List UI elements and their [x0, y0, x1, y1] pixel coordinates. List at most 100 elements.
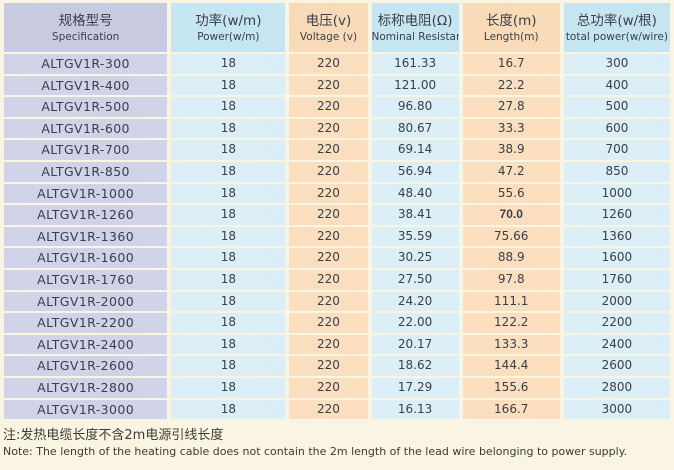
cell-length: 47.2: [462, 161, 560, 182]
cell-power: 18: [171, 313, 286, 333]
cell-length: 133.3: [462, 334, 560, 355]
cell-power: 18: [171, 118, 286, 139]
cell-spec: ALTGV1R-600: [4, 118, 168, 139]
cell-total-power: 600: [563, 118, 670, 139]
cell-resistance: 18.62: [371, 356, 459, 376]
footnote: 注:发热电缆长度不含2m电源引线长度 Note: The length of t…: [3, 428, 674, 459]
cell-voltage: 220: [289, 269, 368, 290]
cell-power: 18: [171, 226, 286, 247]
col-header-length-zh: 长度(m): [485, 13, 537, 29]
table-row: ALTGV1R-850 18 220 56.94 47.2 850: [4, 161, 670, 182]
cell-total-power: 2800: [563, 377, 670, 398]
cell-voltage: 220: [289, 118, 368, 139]
cell-total-power: 2400: [563, 334, 670, 355]
cell-resistance: 17.29: [371, 377, 459, 398]
col-header-power: 功率(w/m) Power(w/m): [171, 3, 286, 52]
col-header-total-power-en: total power(w/wire): [565, 31, 668, 43]
cell-spec: ALTGV1R-1760: [4, 269, 168, 290]
cell-length: 16.7: [462, 54, 560, 74]
col-header-voltage-en: Voltage (v): [299, 31, 358, 43]
cell-voltage: 220: [289, 334, 368, 355]
cell-voltage: 220: [289, 54, 368, 74]
col-header-resistance: 标称电阻(Ω) Nominal Resistance(Ω): [371, 3, 459, 52]
cell-resistance: 22.00: [371, 313, 459, 333]
cell-spec: ALTGV1R-2800: [4, 377, 168, 398]
cell-resistance: 20.17: [371, 334, 459, 355]
cell-spec: ALTGV1R-3000: [4, 399, 168, 420]
cell-total-power: 850: [563, 161, 670, 182]
cell-power: 18: [171, 205, 286, 225]
col-header-power-en: Power(w/m): [197, 31, 260, 43]
cell-voltage: 220: [289, 140, 368, 160]
table-row: ALTGV1R-700 18 220 69.14 38.9 700: [4, 140, 670, 160]
cell-power: 18: [171, 140, 286, 160]
cell-total-power: 1760: [563, 269, 670, 290]
table-row: ALTGV1R-2600 18 220 18.62 144.4 2600: [4, 356, 670, 376]
table-row: ALTGV1R-600 18 220 80.67 33.3 600: [4, 118, 670, 139]
col-header-length-en: Length(m): [483, 31, 539, 43]
cell-total-power: 700: [563, 140, 670, 160]
cell-length: 75.66: [462, 226, 560, 247]
cell-resistance: 56.94: [371, 161, 459, 182]
cell-voltage: 220: [289, 97, 368, 117]
cell-power: 18: [171, 248, 286, 268]
cell-length: 166.7: [462, 399, 560, 420]
cell-total-power: 2600: [563, 356, 670, 376]
table-row: ALTGV1R-400 18 220 121.00 22.2 400: [4, 75, 670, 96]
cell-power: 18: [171, 291, 286, 312]
cell-resistance: 38.41: [371, 205, 459, 225]
table-row: ALTGV1R-1760 18 220 27.50 97.8 1760: [4, 269, 670, 290]
cell-spec: ALTGV1R-1360: [4, 226, 168, 247]
cell-spec: ALTGV1R-2200: [4, 313, 168, 333]
cell-length: 155.6: [462, 377, 560, 398]
spec-table-header: 规格型号 Specification 功率(w/m) Power(w/m) 电压…: [4, 3, 670, 52]
col-header-resistance-en: Nominal Resistance(Ω): [371, 31, 459, 43]
cell-resistance: 161.33: [371, 54, 459, 74]
cell-total-power: 2200: [563, 313, 670, 333]
cell-power: 18: [171, 54, 286, 74]
cell-length: 27.8: [462, 97, 560, 117]
cell-spec: ALTGV1R-700: [4, 140, 168, 160]
cell-length: 22.2: [462, 75, 560, 96]
cell-resistance: 30.25: [371, 248, 459, 268]
table-row: ALTGV1R-2000 18 220 24.20 111.1 2000: [4, 291, 670, 312]
cell-length: 38.9: [462, 140, 560, 160]
cell-power: 18: [171, 183, 286, 204]
cell-resistance: 121.00: [371, 75, 459, 96]
cell-length: 97.8: [462, 269, 560, 290]
table-row: ALTGV1R-1600 18 220 30.25 88.9 1600: [4, 248, 670, 268]
cell-resistance: 96.80: [371, 97, 459, 117]
col-header-total-power-zh: 总功率(w/根): [576, 13, 657, 29]
cell-length: 55.6: [462, 183, 560, 204]
cell-length: 70.0: [462, 205, 560, 225]
cell-voltage: 220: [289, 248, 368, 268]
cell-spec: ALTGV1R-850: [4, 161, 168, 182]
footnote-zh: 注:发热电缆长度不含2m电源引线长度: [3, 428, 224, 444]
cell-spec: ALTGV1R-400: [4, 75, 168, 96]
cell-total-power: 300: [563, 54, 670, 74]
col-header-spec-zh: 规格型号: [58, 13, 113, 29]
spec-table: 规格型号 Specification 功率(w/m) Power(w/m) 电压…: [0, 1, 674, 421]
col-header-spec: 规格型号 Specification: [4, 3, 168, 52]
cell-total-power: 1360: [563, 226, 670, 247]
table-row: ALTGV1R-300 18 220 161.33 16.7 300: [4, 54, 670, 74]
cell-power: 18: [171, 399, 286, 420]
cell-voltage: 220: [289, 291, 368, 312]
cell-power: 18: [171, 334, 286, 355]
cell-voltage: 220: [289, 183, 368, 204]
cell-voltage: 220: [289, 205, 368, 225]
cell-resistance: 35.59: [371, 226, 459, 247]
cell-resistance: 16.13: [371, 399, 459, 420]
cell-resistance: 80.67: [371, 118, 459, 139]
cell-power: 18: [171, 377, 286, 398]
header-row: 规格型号 Specification 功率(w/m) Power(w/m) 电压…: [4, 3, 670, 52]
cell-total-power: 1260: [563, 205, 670, 225]
cell-length: 144.4: [462, 356, 560, 376]
cell-spec: ALTGV1R-1600: [4, 248, 168, 268]
cell-spec: ALTGV1R-2600: [4, 356, 168, 376]
cell-spec: ALTGV1R-1260: [4, 205, 168, 225]
col-header-spec-en: Specification: [51, 31, 120, 43]
cell-total-power: 1600: [563, 248, 670, 268]
table-row: ALTGV1R-500 18 220 96.80 27.8 500: [4, 97, 670, 117]
table-row: ALTGV1R-3000 18 220 16.13 166.7 3000: [4, 399, 670, 420]
